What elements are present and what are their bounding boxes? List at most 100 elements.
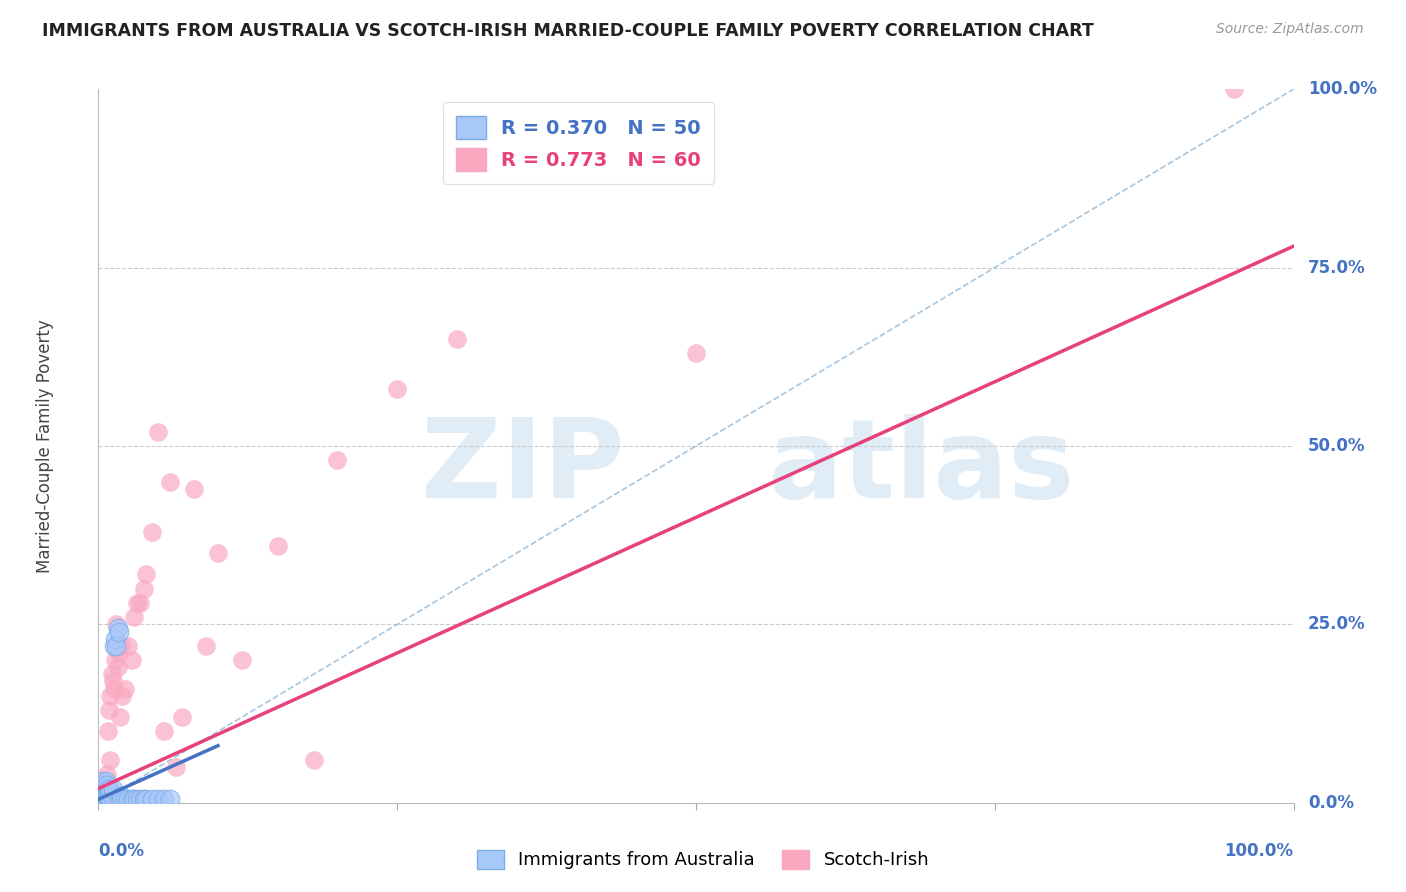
- Point: [101, 781, 124, 796]
- Point: [91, 781, 114, 796]
- Point: [117, 792, 139, 806]
- Point: [165, 760, 187, 774]
- Point: [125, 596, 148, 610]
- Point: [91, 778, 114, 792]
- Point: [90, 792, 112, 806]
- Point: [148, 792, 170, 806]
- Text: 75.0%: 75.0%: [1308, 259, 1365, 277]
- Point: [267, 539, 290, 553]
- Point: [105, 617, 128, 632]
- Point: [104, 632, 127, 646]
- Point: [89, 789, 111, 803]
- Point: [103, 681, 125, 696]
- Point: [89, 781, 111, 796]
- Point: [132, 792, 155, 806]
- Legend: Immigrants from Australia, Scotch-Irish: Immigrants from Australia, Scotch-Irish: [468, 841, 938, 879]
- Text: 50.0%: 50.0%: [1308, 437, 1365, 455]
- Point: [91, 789, 114, 803]
- Point: [91, 785, 114, 799]
- Point: [96, 792, 118, 806]
- Point: [94, 789, 117, 803]
- Point: [153, 724, 176, 739]
- Point: [91, 785, 114, 799]
- Point: [685, 346, 707, 360]
- Point: [89, 792, 111, 806]
- Point: [96, 785, 118, 799]
- Point: [97, 789, 120, 803]
- Point: [117, 639, 139, 653]
- Point: [121, 653, 143, 667]
- Point: [124, 610, 146, 624]
- Point: [91, 792, 114, 806]
- Point: [111, 792, 134, 806]
- Point: [125, 792, 148, 806]
- Point: [100, 667, 122, 681]
- Point: [385, 382, 409, 396]
- Point: [97, 781, 120, 796]
- Point: [114, 792, 136, 806]
- Point: [302, 753, 325, 767]
- Point: [97, 781, 120, 796]
- Point: [94, 781, 117, 796]
- Point: [195, 639, 218, 653]
- Text: 100.0%: 100.0%: [1308, 80, 1376, 98]
- Point: [107, 660, 129, 674]
- Point: [129, 596, 152, 610]
- Point: [98, 792, 122, 806]
- Point: [326, 453, 349, 467]
- Point: [111, 689, 134, 703]
- Point: [103, 639, 125, 653]
- Legend: R = 0.370   N = 50, R = 0.773   N = 60: R = 0.370 N = 50, R = 0.773 N = 60: [443, 103, 714, 185]
- Text: 25.0%: 25.0%: [1308, 615, 1365, 633]
- Text: IMMIGRANTS FROM AUSTRALIA VS SCOTCH-IRISH MARRIED-COUPLE FAMILY POVERTY CORRELAT: IMMIGRANTS FROM AUSTRALIA VS SCOTCH-IRIS…: [42, 22, 1094, 40]
- Point: [108, 792, 131, 806]
- Point: [98, 689, 122, 703]
- Point: [148, 425, 170, 439]
- Point: [96, 767, 118, 781]
- Point: [98, 785, 121, 799]
- Point: [1223, 82, 1246, 96]
- Text: Married-Couple Family Poverty: Married-Couple Family Poverty: [35, 319, 53, 573]
- Point: [93, 789, 115, 803]
- Point: [108, 710, 131, 724]
- Point: [100, 789, 122, 803]
- Point: [98, 781, 122, 796]
- Point: [91, 789, 114, 803]
- Point: [93, 785, 115, 799]
- Point: [96, 789, 118, 803]
- Point: [94, 789, 117, 803]
- Text: ZIP: ZIP: [420, 414, 624, 521]
- Point: [121, 792, 143, 806]
- Point: [98, 753, 122, 767]
- Point: [159, 475, 181, 489]
- Point: [98, 703, 121, 717]
- Point: [135, 792, 157, 806]
- Text: 0.0%: 0.0%: [98, 842, 145, 860]
- Point: [91, 778, 114, 792]
- Point: [91, 789, 114, 803]
- Point: [141, 792, 163, 806]
- Point: [90, 781, 112, 796]
- Point: [104, 653, 127, 667]
- Point: [90, 781, 112, 796]
- Point: [446, 332, 468, 346]
- Point: [94, 774, 117, 789]
- Point: [107, 624, 129, 639]
- Point: [110, 789, 132, 803]
- Point: [91, 774, 114, 789]
- Point: [93, 792, 115, 806]
- Point: [207, 546, 229, 560]
- Point: [91, 789, 114, 803]
- Point: [107, 646, 129, 660]
- Point: [98, 789, 121, 803]
- Point: [105, 639, 128, 653]
- Point: [101, 674, 124, 689]
- Point: [159, 792, 181, 806]
- Point: [107, 621, 129, 635]
- Point: [135, 567, 157, 582]
- Point: [183, 482, 205, 496]
- Text: 100.0%: 100.0%: [1225, 842, 1294, 860]
- Point: [124, 792, 146, 806]
- Point: [91, 781, 114, 796]
- Point: [231, 653, 253, 667]
